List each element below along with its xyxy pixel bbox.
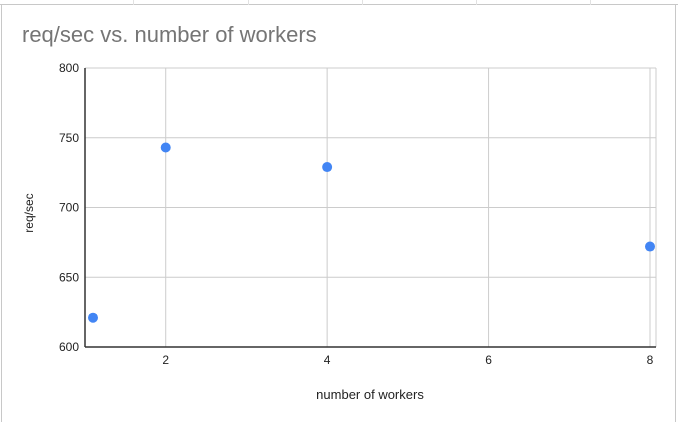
sheet-column-divider [476, 0, 477, 5]
data-point [88, 312, 98, 323]
chart-title: req/sec vs. number of workers [22, 22, 317, 47]
x-tick-label: 4 [324, 353, 331, 367]
y-tick-label: 650 [59, 270, 79, 284]
sheet-column-divider [362, 0, 363, 5]
y-tick-label: 700 [59, 201, 79, 215]
sheet-column-divider [248, 0, 249, 5]
sheet-gridline-row [0, 0, 678, 5]
axes [84, 68, 656, 348]
x-tick-label: 8 [647, 353, 654, 367]
x-gridlines [165, 68, 657, 347]
y-tick-label: 800 [59, 61, 79, 75]
sheet-column-divider [133, 0, 134, 5]
x-tick-label: 2 [162, 353, 169, 367]
y-axis-label: req/sec [22, 193, 36, 232]
y-gridlines [85, 67, 656, 278]
data-points [88, 142, 655, 323]
y-tick-label: 600 [59, 340, 79, 354]
sheet-column-divider [590, 0, 591, 5]
data-point [645, 241, 655, 252]
chart-frame [1, 5, 676, 422]
x-tick-label: 6 [485, 353, 492, 367]
y-tick-labels: 600 650 700 750 800 [59, 61, 79, 354]
y-tick-label: 750 [59, 131, 79, 145]
x-tick-labels: 2 4 6 8 [162, 353, 653, 367]
data-point [160, 142, 171, 153]
x-axis-label: number of workers [316, 387, 424, 402]
data-point [322, 162, 333, 173]
